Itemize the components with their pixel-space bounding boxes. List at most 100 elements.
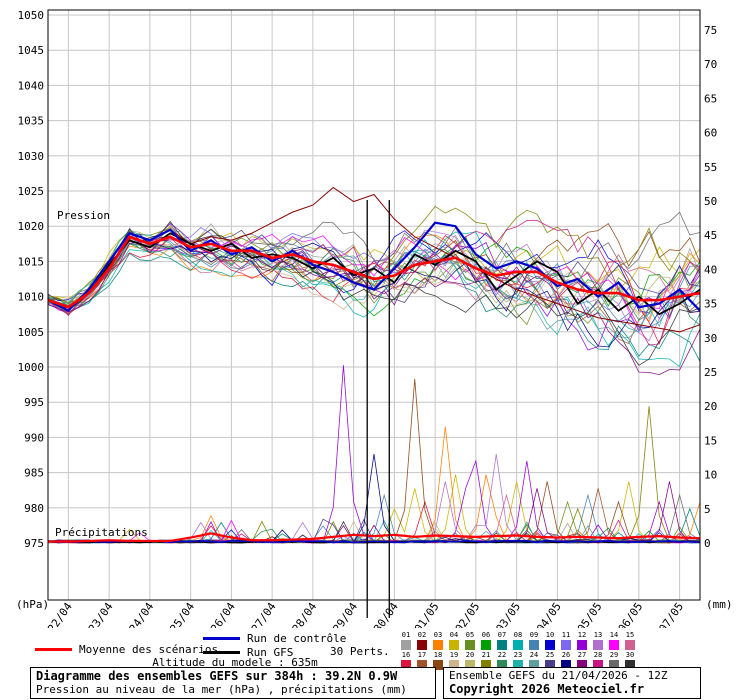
member-color-swatch bbox=[481, 640, 491, 650]
member-number-label: 03 bbox=[433, 631, 443, 639]
member-color-swatch bbox=[449, 640, 459, 650]
svg-text:05/05: 05/05 bbox=[575, 600, 605, 628]
model-altitude-label: Altitude du modele : 635m bbox=[152, 656, 318, 669]
svg-text:75: 75 bbox=[704, 24, 717, 37]
svg-text:55: 55 bbox=[704, 161, 717, 174]
member-number-label: 21 bbox=[481, 651, 491, 659]
svg-text:1015: 1015 bbox=[18, 255, 45, 268]
mean-line-swatch bbox=[35, 648, 72, 651]
svg-text:10: 10 bbox=[704, 469, 717, 482]
member-number-label: 22 bbox=[497, 651, 507, 659]
svg-text:70: 70 bbox=[704, 58, 717, 71]
member-color-swatch bbox=[417, 660, 427, 670]
member-number-label: 09 bbox=[529, 631, 539, 639]
member-color-swatch bbox=[561, 640, 571, 650]
svg-text:22/04: 22/04 bbox=[45, 600, 75, 628]
svg-text:45: 45 bbox=[704, 229, 717, 242]
member-number-label: 12 bbox=[577, 631, 587, 639]
svg-text:1035: 1035 bbox=[18, 115, 45, 128]
svg-text:27/04: 27/04 bbox=[249, 600, 279, 628]
member-color-swatch bbox=[513, 640, 523, 650]
svg-text:980: 980 bbox=[24, 502, 44, 515]
member-color-swatch bbox=[465, 640, 475, 650]
precip-unit-label: (mm) bbox=[706, 598, 733, 611]
pressure-section-label: Pression bbox=[57, 209, 110, 222]
legend-control-label: Run de contrôle bbox=[247, 632, 347, 645]
member-number-label: 27 bbox=[577, 651, 587, 659]
member-number-label: 20 bbox=[465, 651, 475, 659]
run-info-box: Ensemble GEFS du 21/04/2026 - 12Z Copyri… bbox=[443, 667, 701, 699]
member-color-swatch bbox=[529, 660, 539, 670]
svg-text:02/05: 02/05 bbox=[453, 600, 483, 628]
member-number-label: 17 bbox=[417, 651, 427, 659]
svg-text:07/05: 07/05 bbox=[656, 600, 686, 628]
member-color-swatch bbox=[577, 660, 587, 670]
member-number-label: 19 bbox=[449, 651, 459, 659]
member-color-swatch bbox=[513, 660, 523, 670]
svg-text:1040: 1040 bbox=[18, 79, 45, 92]
ensemble-chart: 9759809859909951000100510101015102010251… bbox=[16, 9, 733, 635]
svg-text:50: 50 bbox=[704, 195, 717, 208]
member-color-swatch bbox=[529, 640, 539, 650]
svg-text:25/04: 25/04 bbox=[167, 600, 197, 628]
member-number-label: 13 bbox=[593, 631, 603, 639]
svg-text:1030: 1030 bbox=[18, 150, 45, 163]
svg-text:65: 65 bbox=[704, 92, 717, 105]
member-number-label: 30 bbox=[625, 651, 635, 659]
member-color-swatch bbox=[593, 640, 603, 650]
svg-text:01/05: 01/05 bbox=[412, 600, 442, 628]
member-number-label: 24 bbox=[529, 651, 539, 659]
svg-text:975: 975 bbox=[24, 537, 44, 550]
member-number-label: 29 bbox=[609, 651, 619, 659]
svg-text:995: 995 bbox=[24, 396, 44, 409]
member-number-label: 16 bbox=[401, 651, 411, 659]
diagram-title: Diagramme des ensembles GEFS sur 384h : … bbox=[36, 669, 398, 683]
svg-text:25: 25 bbox=[704, 366, 717, 379]
member-color-swatch bbox=[625, 640, 635, 650]
member-number-label: 26 bbox=[561, 651, 571, 659]
pressure-unit-label: (hPa) bbox=[16, 598, 49, 611]
svg-text:29/04: 29/04 bbox=[330, 600, 360, 628]
svg-text:1000: 1000 bbox=[18, 361, 45, 374]
svg-text:1020: 1020 bbox=[18, 220, 45, 233]
run-label: Ensemble GEFS du 21/04/2026 - 12Z bbox=[449, 669, 668, 682]
perts-count-label: 30 Perts. bbox=[330, 645, 390, 658]
member-color-swatch bbox=[577, 640, 587, 650]
svg-text:30/04: 30/04 bbox=[371, 600, 401, 628]
svg-text:990: 990 bbox=[24, 431, 44, 444]
member-number-label: 07 bbox=[497, 631, 507, 639]
svg-text:0: 0 bbox=[704, 537, 711, 550]
svg-text:28/04: 28/04 bbox=[290, 600, 320, 628]
svg-text:06/05: 06/05 bbox=[616, 600, 646, 628]
svg-text:35: 35 bbox=[704, 298, 717, 311]
svg-text:26/04: 26/04 bbox=[208, 600, 238, 628]
control-line-swatch bbox=[203, 637, 240, 640]
member-color-swatch bbox=[497, 640, 507, 650]
member-color-swatch bbox=[545, 640, 555, 650]
svg-text:1005: 1005 bbox=[18, 326, 45, 339]
member-number-label: 10 bbox=[545, 631, 555, 639]
member-number-label: 28 bbox=[593, 651, 603, 659]
copyright-label: Copyright 2026 Meteociel.fr bbox=[449, 682, 645, 696]
member-number-label: 15 bbox=[625, 631, 635, 639]
member-color-swatch bbox=[609, 660, 619, 670]
svg-text:24/04: 24/04 bbox=[127, 600, 157, 628]
legend-mean: Moyenne des scénarios bbox=[35, 643, 218, 656]
member-number-label: 06 bbox=[481, 631, 491, 639]
member-color-swatch bbox=[545, 660, 555, 670]
member-number-label: 04 bbox=[449, 631, 459, 639]
member-number-label: 05 bbox=[465, 631, 475, 639]
member-color-swatch bbox=[497, 660, 507, 670]
member-number-label: 08 bbox=[513, 631, 523, 639]
member-color-swatch bbox=[449, 660, 459, 670]
svg-text:03/05: 03/05 bbox=[493, 600, 523, 628]
diagram-info-box: Diagramme des ensembles GEFS sur 384h : … bbox=[30, 667, 436, 699]
svg-text:5: 5 bbox=[704, 503, 711, 516]
member-color-swatch bbox=[401, 640, 411, 650]
member-color-swatch bbox=[433, 660, 443, 670]
member-color-swatch bbox=[481, 660, 491, 670]
svg-text:1025: 1025 bbox=[18, 185, 45, 198]
member-color-swatch bbox=[593, 660, 603, 670]
svg-text:60: 60 bbox=[704, 127, 717, 140]
